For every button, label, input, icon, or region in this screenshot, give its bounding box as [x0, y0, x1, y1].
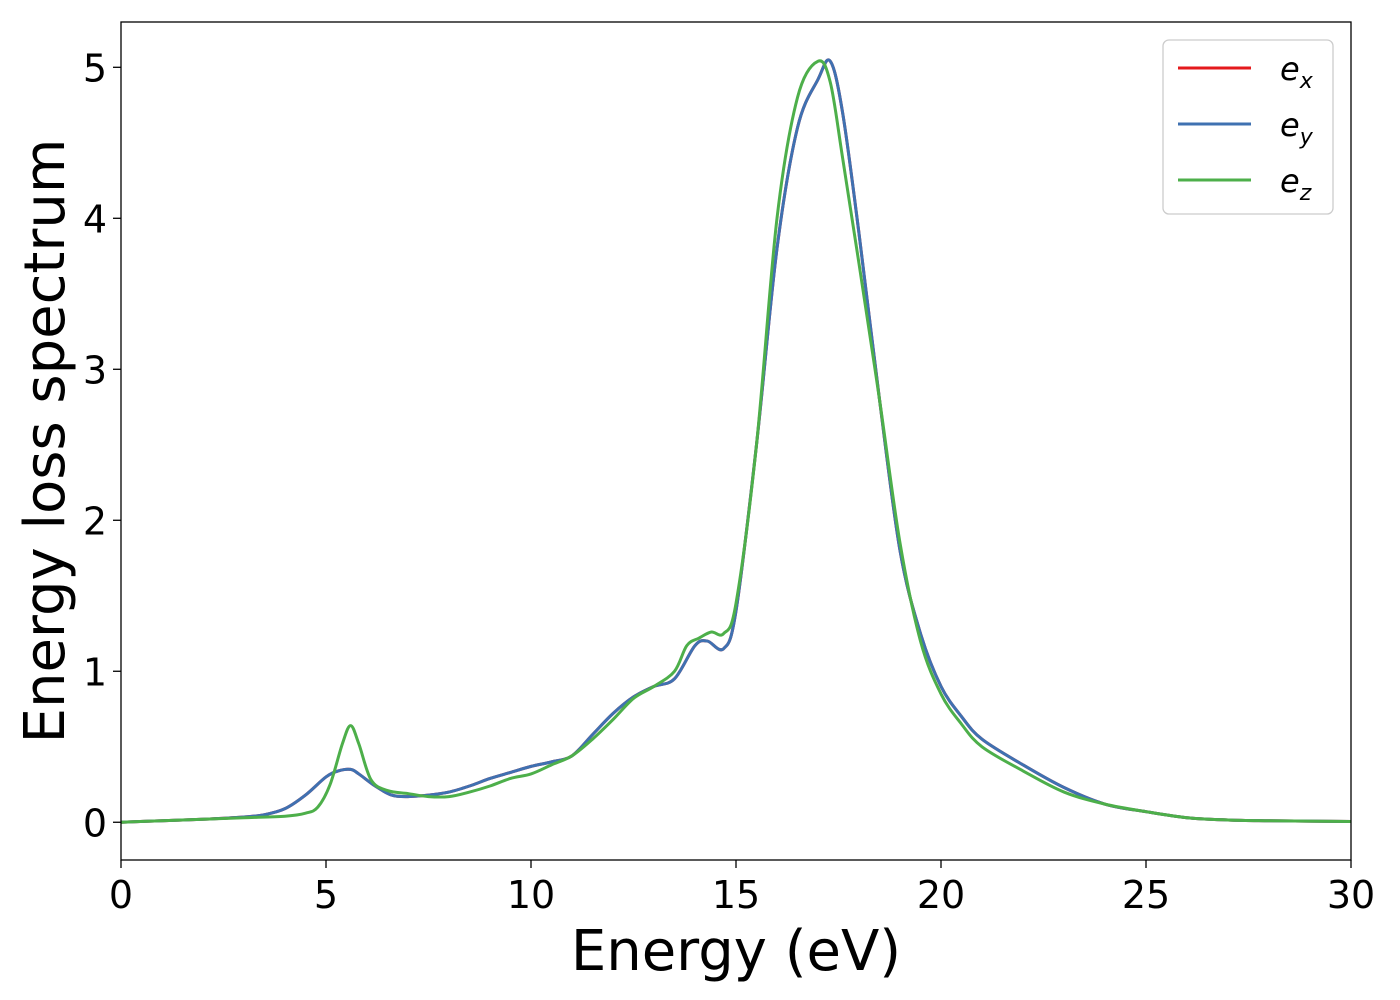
x-axis-ticks: 0 5 10 15 20 25 30	[109, 860, 1375, 917]
x-tick-label: 0	[109, 873, 133, 917]
y-tick-label: 4	[83, 197, 107, 241]
legend-label-ey: ey	[1280, 106, 1314, 150]
x-tick-label: 10	[507, 873, 555, 917]
legend-box	[1162, 39, 1334, 215]
x-axis-label: Energy (eV)	[571, 919, 901, 984]
x-tick-label: 5	[314, 873, 338, 917]
x-tick-label: 20	[917, 873, 965, 917]
legend: ex ey ez	[1162, 39, 1334, 215]
y-axis-label: Energy loss spectrum	[13, 139, 78, 744]
y-tick-label: 5	[83, 46, 107, 90]
y-tick-label: 3	[83, 348, 107, 392]
legend-label-ex: ex	[1280, 50, 1314, 94]
y-tick-label: 0	[83, 801, 107, 845]
y-tick-label: 1	[83, 650, 107, 694]
series-line-ez	[121, 59, 1351, 824]
x-tick-label: 25	[1122, 873, 1170, 917]
legend-label-ez: ez	[1280, 162, 1312, 206]
y-axis-ticks: 0 1 2 3 4 5	[83, 46, 121, 845]
series-line-ey	[121, 58, 1351, 824]
plot-lines	[121, 58, 1351, 824]
x-tick-label: 30	[1327, 873, 1375, 917]
y-tick-label: 2	[83, 499, 107, 543]
x-tick-label: 15	[712, 873, 760, 917]
